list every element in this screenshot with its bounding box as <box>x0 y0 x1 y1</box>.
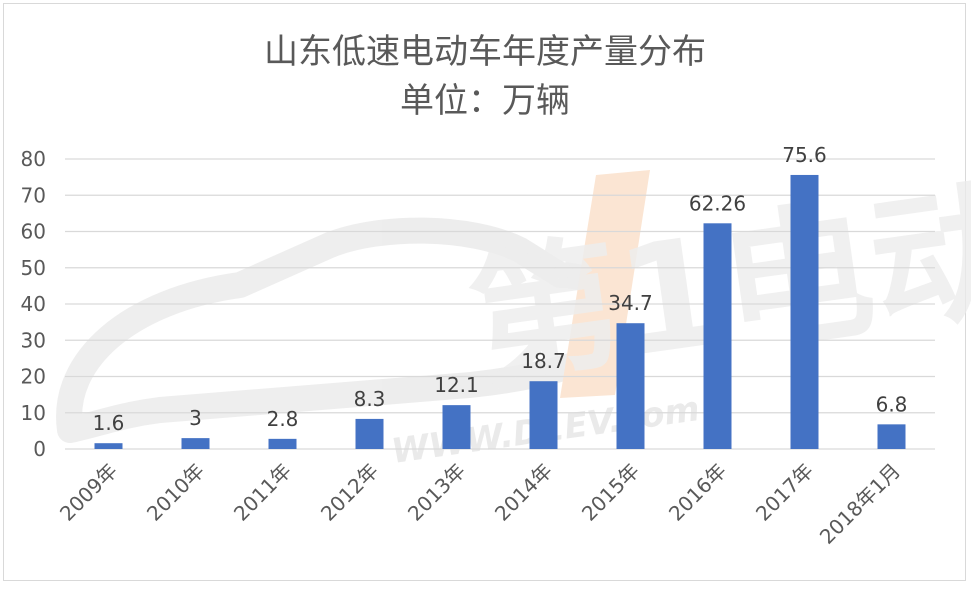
y-axis-ticks: 0 10 20 30 40 50 60 70 80 <box>21 147 46 461</box>
bar <box>703 223 732 449</box>
data-label: 1.6 <box>93 411 125 435</box>
data-label: 75.6 <box>782 143 827 167</box>
data-label: 62.26 <box>689 191 746 215</box>
y-tick-label: 10 <box>21 401 46 425</box>
data-label: 3 <box>189 406 202 430</box>
x-tick-label: 2018年1月 <box>815 459 905 549</box>
chart-subtitle: 单位：万辆 <box>400 81 570 121</box>
watermark-car-shape <box>56 217 621 443</box>
bar <box>181 438 210 449</box>
chart-title: 山东低速电动车年度产量分布 <box>264 32 706 72</box>
watermark-logo: 第1电动 WWW.D1EV.com <box>56 163 971 472</box>
y-tick-label: 50 <box>21 256 46 280</box>
data-label: 2.8 <box>267 407 299 431</box>
y-tick-label: 30 <box>21 328 46 352</box>
x-tick-label: 2009年 <box>55 459 122 526</box>
data-label: 18.7 <box>521 349 566 373</box>
x-tick-label: 2016年 <box>664 459 731 526</box>
data-label: 8.3 <box>354 387 386 411</box>
x-tick-label: 2017年 <box>751 459 818 526</box>
y-tick-label: 60 <box>21 220 46 244</box>
data-label: 12.1 <box>434 373 479 397</box>
data-label: 34.7 <box>608 291 653 315</box>
y-tick-label: 20 <box>21 365 46 389</box>
data-label: 6.8 <box>876 392 908 416</box>
bar <box>877 424 906 449</box>
x-tick-label: 2012年 <box>316 459 383 526</box>
bar <box>94 443 123 449</box>
y-tick-label: 0 <box>33 437 46 461</box>
y-tick-label: 40 <box>21 292 46 316</box>
x-tick-label: 2015年 <box>577 459 644 526</box>
bar <box>790 174 819 449</box>
bar <box>442 405 471 449</box>
y-tick-label: 70 <box>21 183 46 207</box>
bars <box>94 174 906 449</box>
x-tick-label: 2011年 <box>229 459 296 526</box>
bar <box>529 381 558 449</box>
bar <box>355 418 384 449</box>
bar <box>268 438 297 449</box>
gridlines <box>65 158 935 450</box>
x-tick-label: 2010年 <box>142 459 209 526</box>
x-tick-label: 2014年 <box>490 459 557 526</box>
bar <box>616 323 645 449</box>
watermark-figure-1 <box>560 170 650 398</box>
y-tick-label: 80 <box>21 147 46 171</box>
x-axis-ticks: 2009年 2010年 2011年 2012年 2013年 2014年 2015年 2016年… <box>55 459 905 549</box>
data-labels: 1.6 3 2.8 8.3 12.1 18.7 34.7 62.26 75.6 6.8 <box>93 143 908 435</box>
